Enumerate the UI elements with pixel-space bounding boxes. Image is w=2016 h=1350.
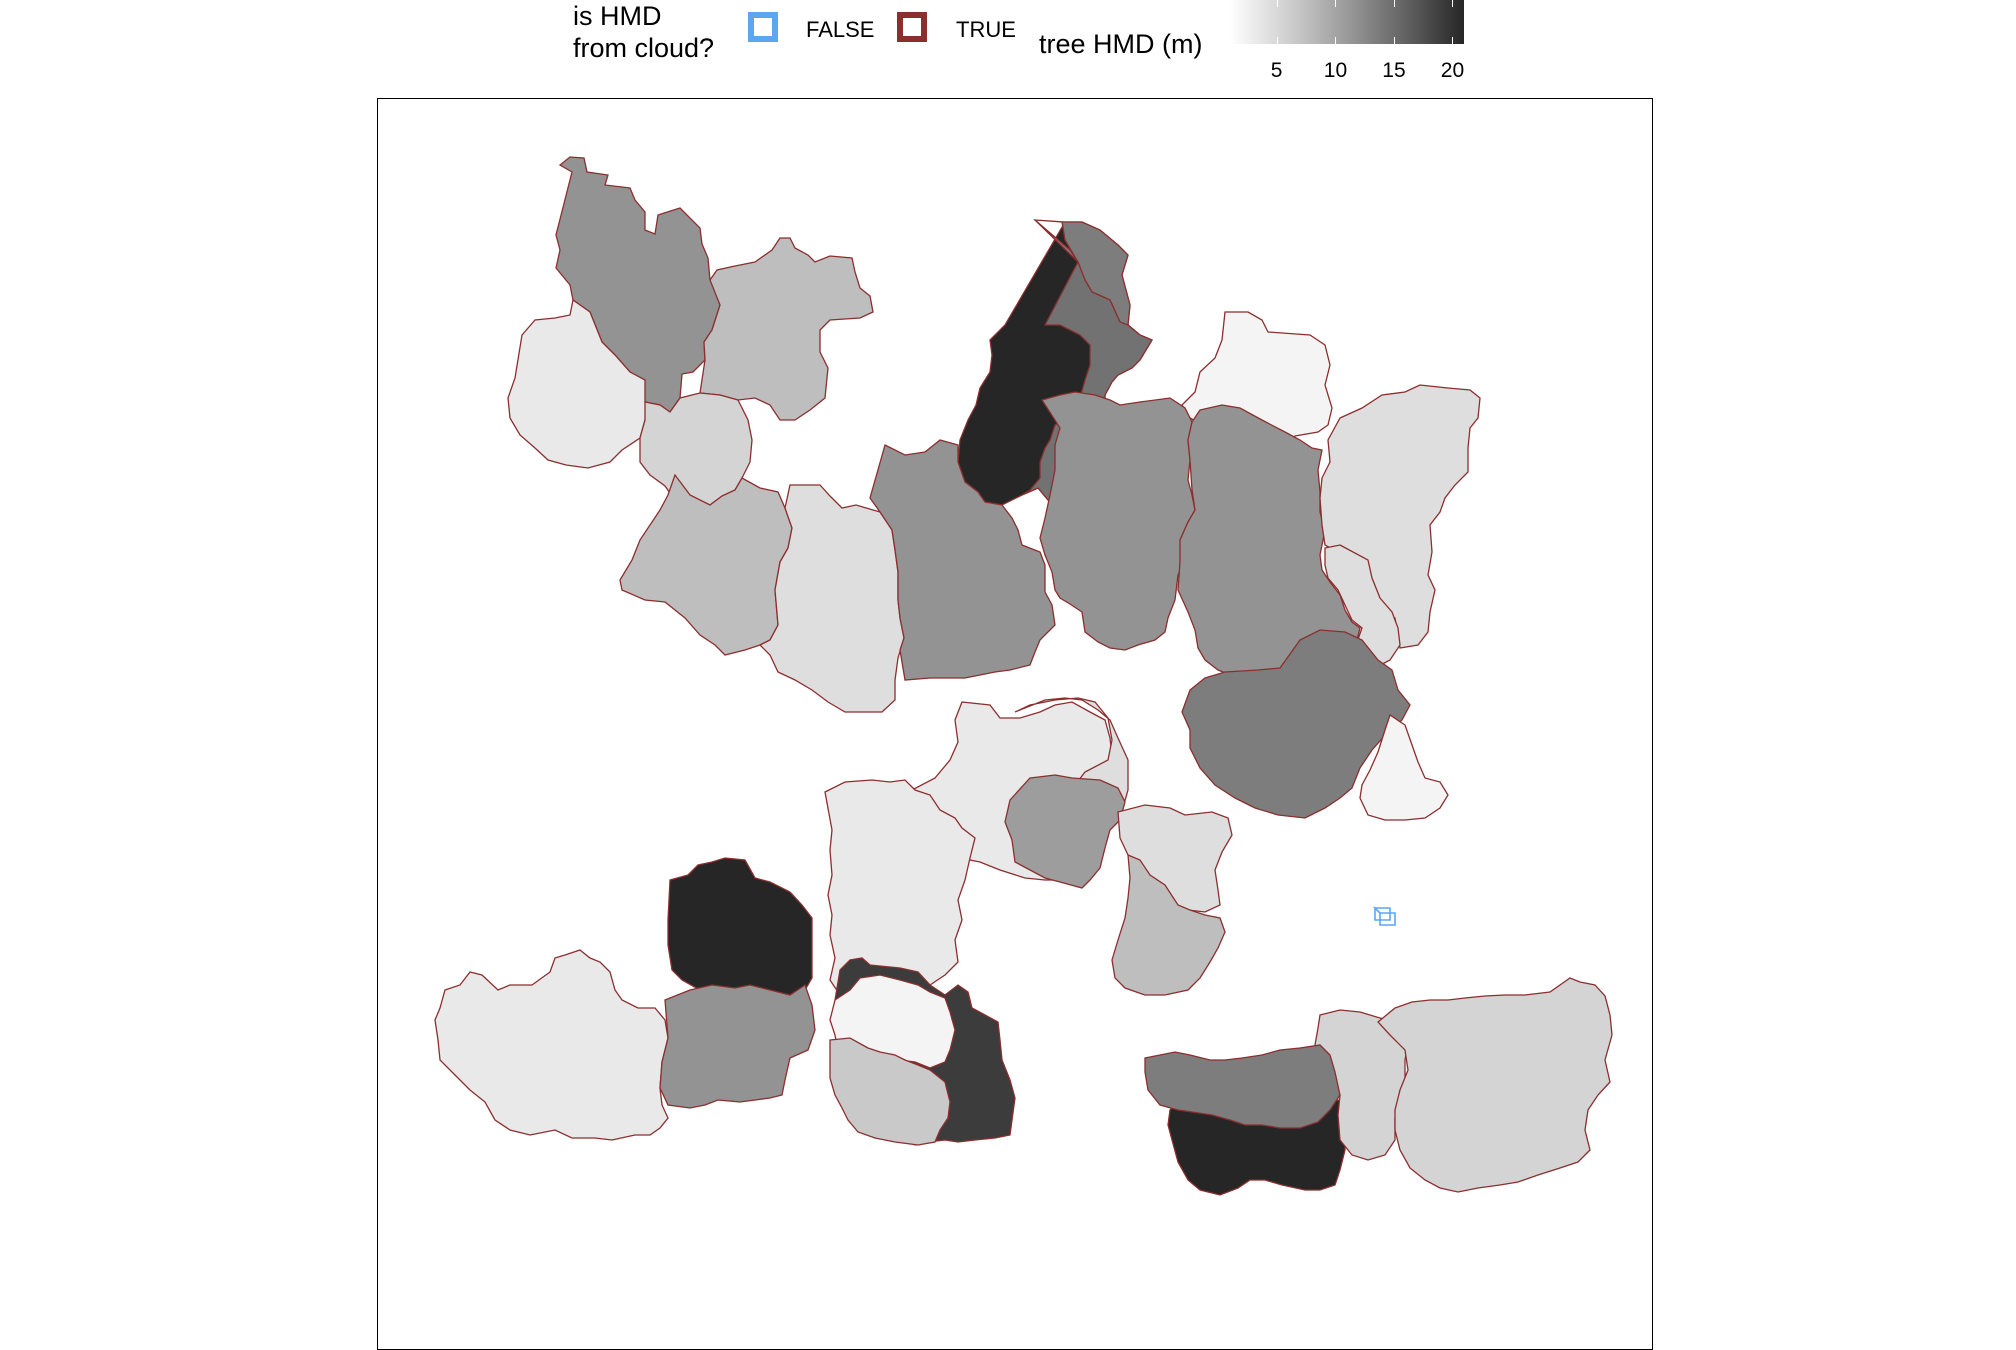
tree-crown-polygon	[1377, 977, 1613, 1193]
tree-crown-polygon	[434, 949, 669, 1141]
colorbar-tick-15: 15	[1382, 59, 1406, 82]
colorbar-tickmark	[1335, 0, 1337, 7]
colorbar-tick-10: 10	[1323, 59, 1348, 82]
tree-crown-polygon	[1319, 384, 1481, 649]
tree-crown-polygon	[1359, 713, 1449, 821]
legend-label-true: TRUE	[956, 17, 1016, 42]
colorbar-tickmark	[1276, 0, 1278, 7]
colorbar-tickmark	[1276, 37, 1278, 44]
tree-crown-polygon	[869, 439, 1056, 681]
tree-crown-polygon	[824, 779, 976, 1013]
colorbar-tick-5: 5	[1270, 59, 1283, 82]
colorbar-tickmark	[1393, 0, 1395, 7]
tree-crown-polygon	[619, 473, 793, 656]
tree-crown-polygon	[1039, 391, 1196, 651]
color-bar	[1230, 0, 1464, 44]
tree-crown-polygon	[1144, 1044, 1341, 1129]
legend-key-false	[748, 12, 778, 42]
tree-crown-polygon	[1004, 774, 1126, 889]
tree-crown-polygon	[699, 237, 874, 421]
legend-key-true	[897, 12, 927, 42]
legend-label-false: FALSE	[806, 17, 875, 42]
boundary-legend-title-line1: is HMD	[573, 1, 662, 31]
colorbar-tickmark	[1452, 37, 1454, 44]
tree-crown-polygon	[1373, 906, 1396, 926]
fill-legend-title: tree HMD (m)	[1039, 29, 1203, 59]
legend-area: is HMD from cloud? FALSE TRUE tree HMD (…	[0, 0, 2016, 95]
tree-crown-polygon	[1111, 853, 1226, 996]
tree-crown-polygon	[659, 983, 816, 1109]
colorbar-tickmark	[1335, 37, 1337, 44]
colorbar-tick-20: 20	[1440, 59, 1465, 82]
tree-crown-polygon	[1181, 629, 1411, 819]
boundary-legend-title-line2: from cloud?	[573, 33, 715, 63]
tree-crown-polygon	[829, 1037, 951, 1146]
colorbar-tickmark	[1452, 0, 1454, 7]
tree-crown-polygon	[667, 857, 813, 996]
colorbar-tickmark	[1393, 37, 1395, 44]
